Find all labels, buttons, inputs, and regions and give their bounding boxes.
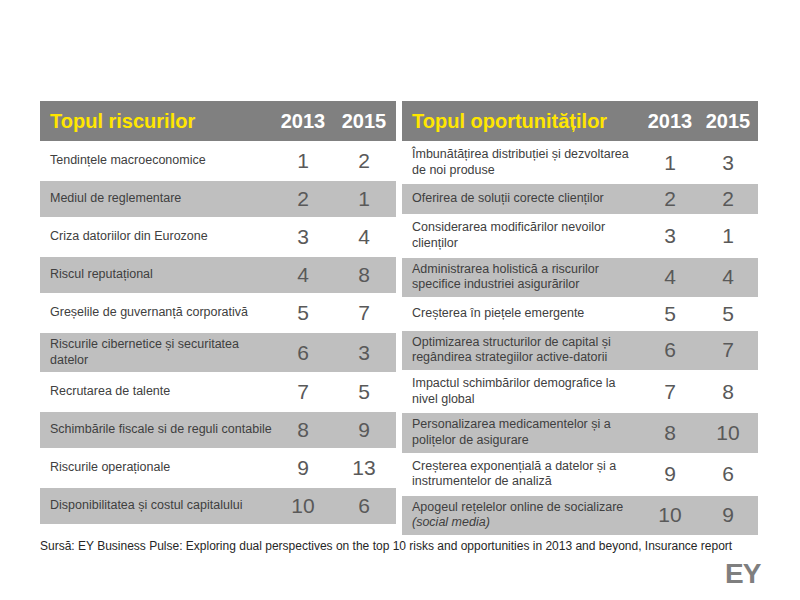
rank-2013: 7 bbox=[642, 380, 698, 404]
opportunities-table-header: Topul oportunităților 2013 2015 bbox=[402, 101, 758, 141]
row-label-note: (social media) bbox=[412, 515, 490, 529]
rank-2015: 7 bbox=[332, 301, 396, 325]
row-label: Optimizarea structurilor de capital și r… bbox=[402, 331, 642, 370]
row-label: Administrarea holistică a riscurilor spe… bbox=[402, 258, 642, 297]
rank-2015: 1 bbox=[332, 187, 396, 211]
rank-2015: 3 bbox=[698, 151, 758, 175]
row-label: Disponibilitatea și costul capitalului bbox=[40, 494, 274, 518]
table-row: Tendințele macroeconomice12 bbox=[40, 143, 396, 179]
table-row: Personalizarea medicamentelor și a poliț… bbox=[402, 413, 758, 452]
row-label: Recrutarea de talente bbox=[40, 380, 274, 404]
rank-2015: 8 bbox=[332, 263, 396, 287]
table-title: Topul riscurilor bbox=[40, 110, 274, 133]
rank-2015: 7 bbox=[698, 338, 758, 362]
table-row: Apogeul rețelelor online de socializare … bbox=[402, 496, 758, 535]
year-header-2013: 2013 bbox=[274, 110, 332, 133]
rank-2013: 8 bbox=[274, 418, 332, 442]
rank-2013: 5 bbox=[274, 301, 332, 325]
rank-2015: 4 bbox=[698, 265, 758, 289]
table-row: Creșterea exponențială a datelor și a in… bbox=[402, 455, 758, 494]
opportunities-table: Topul oportunităților 2013 2015 Îmbunătă… bbox=[402, 101, 758, 537]
row-label: Criza datoriilor din Eurozone bbox=[40, 225, 274, 249]
rank-2015: 9 bbox=[698, 503, 758, 527]
rank-2015: 2 bbox=[332, 149, 396, 173]
rank-2013: 1 bbox=[274, 149, 332, 173]
table-row: Greșelile de guvernanță corporativă57 bbox=[40, 295, 396, 331]
table-row: Considerarea modificărilor nevoilor clie… bbox=[402, 216, 758, 255]
rank-2013: 8 bbox=[642, 421, 698, 445]
rank-2015: 13 bbox=[332, 456, 396, 480]
rank-2015: 2 bbox=[698, 187, 758, 211]
rank-2015: 8 bbox=[698, 380, 758, 404]
row-label: Greșelile de guvernanță corporativă bbox=[40, 301, 274, 325]
table-row: Riscurile cibernetice și securitatea dat… bbox=[40, 333, 396, 372]
row-label: Mediul de reglementare bbox=[40, 187, 274, 211]
rank-2013: 9 bbox=[642, 462, 698, 486]
table-row: Îmbunătățirea distribuției și dezvoltare… bbox=[402, 143, 758, 182]
rank-2013: 3 bbox=[274, 225, 332, 249]
row-label: Personalizarea medicamentelor și a poliț… bbox=[402, 413, 642, 452]
table-body: Îmbunătățirea distribuției și dezvoltare… bbox=[402, 143, 758, 535]
table-row: Disponibilitatea și costul capitalului10… bbox=[40, 488, 396, 524]
row-label: Impactul schimbărilor demografice la niv… bbox=[402, 372, 642, 411]
row-label: Îmbunătățirea distribuției și dezvoltare… bbox=[402, 143, 642, 182]
row-label: Schimbările fiscale si de reguli contabi… bbox=[40, 418, 274, 442]
rank-2013: 2 bbox=[274, 187, 332, 211]
rank-2015: 1 bbox=[698, 224, 758, 248]
rank-2015: 5 bbox=[698, 302, 758, 326]
table-row: Recrutarea de talente75 bbox=[40, 374, 396, 410]
rank-2013: 5 bbox=[642, 302, 698, 326]
row-label: Riscurile operaționale bbox=[40, 456, 274, 480]
row-label: Tendințele macroeconomice bbox=[40, 149, 274, 173]
rank-2015: 6 bbox=[332, 494, 396, 518]
rank-2015: 5 bbox=[332, 380, 396, 404]
ey-logo: EY bbox=[725, 558, 760, 590]
row-label: Creșterea exponențială a datelor și a in… bbox=[402, 455, 642, 494]
row-label: Considerarea modificărilor nevoilor clie… bbox=[402, 216, 642, 255]
table-body: Tendințele macroeconomice12Mediul de reg… bbox=[40, 143, 396, 524]
row-label: Riscurile cibernetice și securitatea dat… bbox=[40, 333, 274, 372]
table-row: Creșterea în piețele emergente55 bbox=[402, 299, 758, 329]
table-row: Optimizarea structurilor de capital și r… bbox=[402, 331, 758, 370]
row-label: Oferirea de soluții corecte clienților bbox=[402, 187, 642, 211]
rank-2013: 6 bbox=[274, 341, 332, 365]
rank-2013: 10 bbox=[642, 503, 698, 527]
table-row: Oferirea de soluții corecte clienților22 bbox=[402, 184, 758, 214]
risks-table-header: Topul riscurilor 2013 2015 bbox=[40, 101, 396, 141]
table-row: Criza datoriilor din Eurozone34 bbox=[40, 219, 396, 255]
year-header-2015: 2015 bbox=[332, 110, 396, 133]
rank-2015: 6 bbox=[698, 462, 758, 486]
rank-2013: 7 bbox=[274, 380, 332, 404]
rank-2013: 4 bbox=[274, 263, 332, 287]
table-row: Riscurile operaționale913 bbox=[40, 450, 396, 486]
rank-2013: 4 bbox=[642, 265, 698, 289]
year-header-2015: 2015 bbox=[698, 110, 758, 133]
table-title: Topul oportunităților bbox=[402, 110, 642, 133]
rank-2015: 9 bbox=[332, 418, 396, 442]
rank-2015: 4 bbox=[332, 225, 396, 249]
source-note: Sursă: EY Business Pulse: Exploring dual… bbox=[40, 539, 740, 553]
table-row: Impactul schimbărilor demografice la niv… bbox=[402, 372, 758, 411]
row-label: Apogeul rețelelor online de socializare … bbox=[402, 496, 642, 535]
table-row: Riscul reputațional48 bbox=[40, 257, 396, 293]
year-header-2013: 2013 bbox=[642, 110, 698, 133]
rank-2013: 9 bbox=[274, 456, 332, 480]
rank-2013: 3 bbox=[642, 224, 698, 248]
table-row: Administrarea holistică a riscurilor spe… bbox=[402, 258, 758, 297]
rank-2013: 2 bbox=[642, 187, 698, 211]
row-label: Riscul reputațional bbox=[40, 263, 274, 287]
dual-ranking-tables: Topul riscurilor 2013 2015 Tendințele ma… bbox=[40, 101, 758, 537]
rank-2015: 10 bbox=[698, 421, 758, 445]
row-label: Creșterea în piețele emergente bbox=[402, 302, 642, 326]
risks-table: Topul riscurilor 2013 2015 Tendințele ma… bbox=[40, 101, 396, 537]
table-row: Schimbările fiscale si de reguli contabi… bbox=[40, 412, 396, 448]
rank-2013: 1 bbox=[642, 151, 698, 175]
rank-2013: 6 bbox=[642, 338, 698, 362]
rank-2015: 3 bbox=[332, 341, 396, 365]
rank-2013: 10 bbox=[274, 494, 332, 518]
table-row: Mediul de reglementare21 bbox=[40, 181, 396, 217]
